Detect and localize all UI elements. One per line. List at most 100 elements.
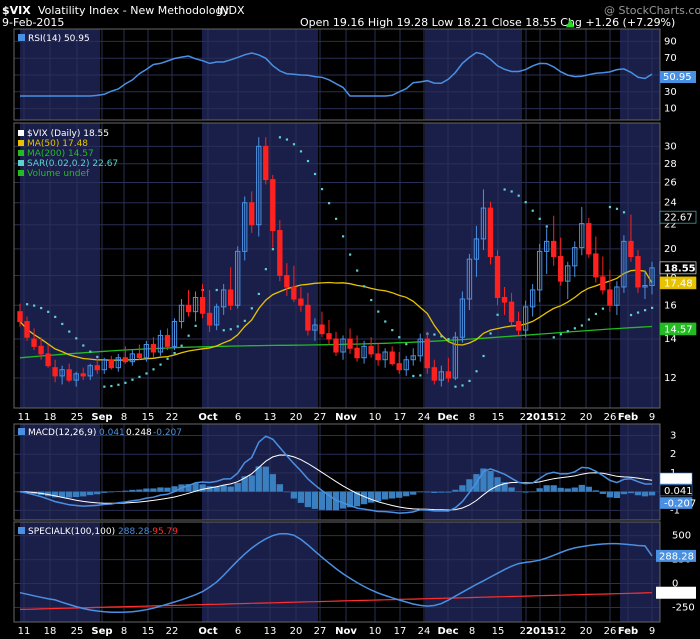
- macd-tag-signal: [659, 472, 693, 485]
- macd-tag-macd: [659, 484, 693, 497]
- price-tag-ma50: [659, 276, 697, 290]
- macd-hist-bar: [115, 491, 122, 492]
- sar-dot: [517, 194, 520, 197]
- rsi-tick-label: 10: [664, 104, 677, 115]
- candle-body: [38, 345, 44, 355]
- price-axis: 30 28 26 24 22 20 18 16 14 12: [664, 141, 677, 384]
- price-legend-swatch: [18, 170, 24, 176]
- sar-dot: [236, 325, 239, 328]
- sar-dot: [335, 217, 338, 220]
- sar-dot: [61, 322, 64, 326]
- x-tick-label: 20: [290, 412, 303, 423]
- macd-hist-bar: [157, 487, 164, 492]
- sar-dot: [264, 268, 267, 271]
- x-tick-label: 9: [649, 412, 655, 423]
- price-tag-label-ma200: 14.57: [664, 324, 693, 335]
- sar-dot: [54, 315, 57, 319]
- price-tick-label: 30: [664, 141, 677, 152]
- sar-dot: [222, 329, 225, 332]
- month-band: [425, 424, 522, 520]
- candle-body: [291, 286, 297, 300]
- price-tag-close: [659, 261, 697, 275]
- x-axis-price: 11 18 25 Sep 8 15 22 Oct 6 13 20 27 Nov 10 17 24 Dec 8 15 2…: [18, 412, 656, 423]
- sar-dot: [440, 335, 443, 338]
- macd-hist-bar: [634, 491, 642, 496]
- specialk-tag-signal: [656, 586, 696, 599]
- sar-dot: [566, 330, 569, 333]
- chart-header: $VIX Volatility Index - New Methodology …: [2, 4, 700, 29]
- candle-body: [614, 286, 620, 306]
- macd-hist-bar: [241, 476, 248, 492]
- macd-hist-bar: [248, 475, 255, 492]
- candle-body: [382, 351, 388, 361]
- sar-dot: [651, 306, 654, 309]
- candle-body: [59, 369, 65, 377]
- candle-body: [45, 353, 51, 367]
- x-tick-label: Dec: [437, 626, 458, 637]
- macd-hist-bar: [599, 491, 607, 494]
- price-legend-item: MA(200) 14.57: [27, 149, 94, 159]
- candle-body: [368, 345, 374, 355]
- x-tick-label: 13: [264, 626, 277, 637]
- x-tick-label: Sep: [91, 626, 112, 637]
- x-tick-label: 24: [418, 626, 431, 637]
- specialk-axis: 5002500-250: [672, 531, 695, 614]
- x-tick-label: 2015: [526, 412, 554, 423]
- sar-dot: [594, 312, 598, 316]
- sar-dot: [433, 333, 436, 336]
- candle-body: [403, 359, 409, 371]
- sar-dot: [257, 292, 260, 296]
- x-tick-label: 15: [492, 412, 505, 423]
- specialk-signal-line: [19, 592, 653, 610]
- month-band: [425, 522, 522, 622]
- candle-body: [522, 306, 529, 331]
- candle-body: [171, 321, 178, 347]
- candle-body: [642, 285, 648, 288]
- macd-hist-bar: [129, 489, 136, 492]
- candle-body: [277, 230, 283, 276]
- sar-dot: [187, 334, 190, 337]
- macd-hist-bar: [536, 488, 543, 492]
- sar-dot: [82, 344, 85, 347]
- macd-hist-bar: [185, 484, 192, 492]
- macd-tick-label: 3: [670, 430, 676, 441]
- sar-dot: [138, 375, 141, 378]
- macd-hist-bar: [227, 486, 234, 492]
- sar-dot: [349, 253, 352, 256]
- macd-hist-bar: [318, 491, 326, 510]
- candle-body: [108, 359, 114, 369]
- macd-hist-bar: [445, 491, 452, 493]
- candle-body: [284, 274, 290, 288]
- price-legend-swatch: [18, 130, 24, 136]
- candle-body: [298, 298, 304, 306]
- price-legend-swatch: [18, 150, 24, 156]
- rsi-legend-swatch: [18, 34, 25, 41]
- candle-body: [607, 289, 613, 306]
- month-band: [20, 123, 100, 408]
- sar-dot: [454, 385, 457, 388]
- macd-hist-bar: [571, 487, 578, 492]
- sar-dot: [377, 310, 380, 313]
- macd-hist-bar: [346, 491, 354, 508]
- macd-legend-hist: -0.207: [153, 428, 182, 438]
- candle-body: [375, 353, 381, 361]
- macd-hist-bar: [360, 491, 368, 505]
- macd-hist-bar: [192, 483, 199, 492]
- x-tick-label: 17: [394, 412, 407, 423]
- candle-body: [31, 338, 37, 347]
- candle-body: [487, 207, 494, 258]
- candle-body: [649, 267, 655, 287]
- x-tick-label: 13: [264, 412, 277, 423]
- sar-dot: [313, 172, 317, 176]
- month-band: [620, 424, 660, 520]
- macd-hist-bar: [367, 491, 375, 503]
- candle-body: [80, 373, 86, 377]
- ohlc-summary: Open 19.16 High 19.28 Low 18.21 Close 18…: [300, 16, 675, 29]
- symbol: $VIX: [2, 4, 31, 17]
- sar-dot: [356, 269, 359, 272]
- sar-dot: [159, 363, 162, 366]
- candle-body: [347, 338, 353, 349]
- sar-dot: [110, 384, 113, 388]
- sar-dot: [636, 311, 640, 314]
- candle-body: [312, 324, 318, 331]
